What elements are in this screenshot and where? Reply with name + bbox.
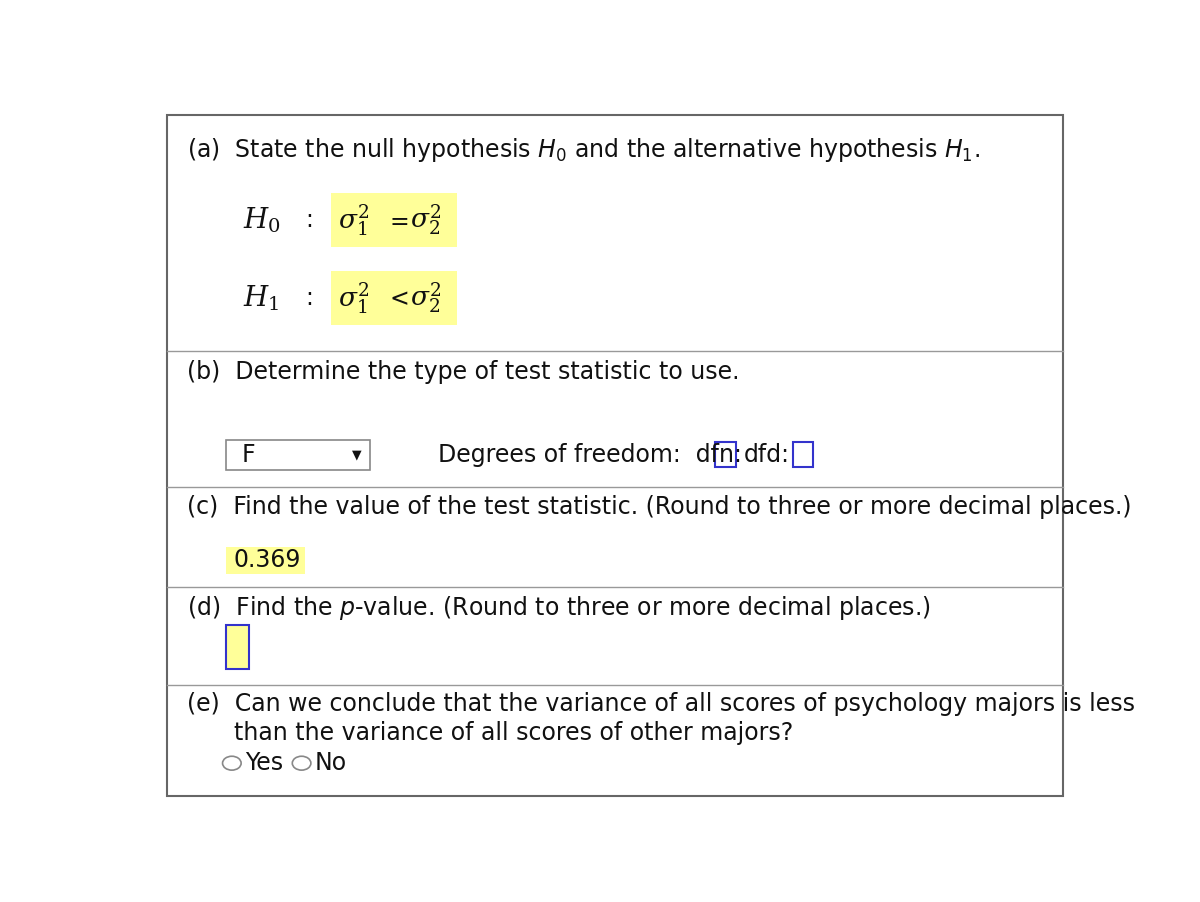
Text: $H_1$: $H_1$ [242, 283, 280, 313]
Text: (a)  State the null hypothesis $H_0$ and the alternative hypothesis $H_1$.: (a) State the null hypothesis $H_0$ and … [187, 136, 980, 164]
Text: $\sigma_1^2$: $\sigma_1^2$ [338, 202, 370, 238]
Text: (c)  Find the value of the test statistic. (Round to three or more decimal place: (c) Find the value of the test statistic… [187, 495, 1132, 519]
Text: (d)  Find the $p$-value. (Round to three or more decimal places.): (d) Find the $p$-value. (Round to three … [187, 594, 931, 622]
Text: $:$: $:$ [301, 286, 312, 310]
Text: than the variance of all scores of other majors?: than the variance of all scores of other… [234, 721, 793, 745]
Text: $H_0$: $H_0$ [242, 206, 281, 235]
Bar [331, 193, 457, 247]
Text: $=$: $=$ [385, 208, 409, 232]
Text: (e)  Can we conclude that the variance of all scores of psychology majors is les: (e) Can we conclude that the variance of… [187, 692, 1135, 715]
Text: $\sigma_2^2$: $\sigma_2^2$ [410, 202, 442, 238]
Bar [793, 442, 814, 467]
Text: Degrees of freedom:  dfn:: Degrees of freedom: dfn: [438, 443, 742, 467]
Text: F: F [241, 443, 254, 467]
Text: Yes: Yes [245, 751, 283, 775]
Text: $\sigma_2^2$: $\sigma_2^2$ [410, 281, 442, 316]
Bar [227, 625, 248, 669]
Bar [715, 442, 736, 467]
Bar [227, 548, 305, 574]
Text: 0.369: 0.369 [234, 548, 301, 573]
Text: dfd:: dfd: [743, 443, 790, 467]
Text: $\sigma_1^2$: $\sigma_1^2$ [338, 280, 370, 316]
Bar [227, 439, 371, 470]
Text: ▼: ▼ [352, 448, 361, 461]
Text: $:$: $:$ [301, 208, 312, 232]
Text: No: No [314, 751, 347, 775]
Text: (b)  Determine the type of test statistic to use.: (b) Determine the type of test statistic… [187, 360, 739, 383]
Bar [331, 271, 457, 325]
Text: $<$: $<$ [385, 286, 409, 310]
